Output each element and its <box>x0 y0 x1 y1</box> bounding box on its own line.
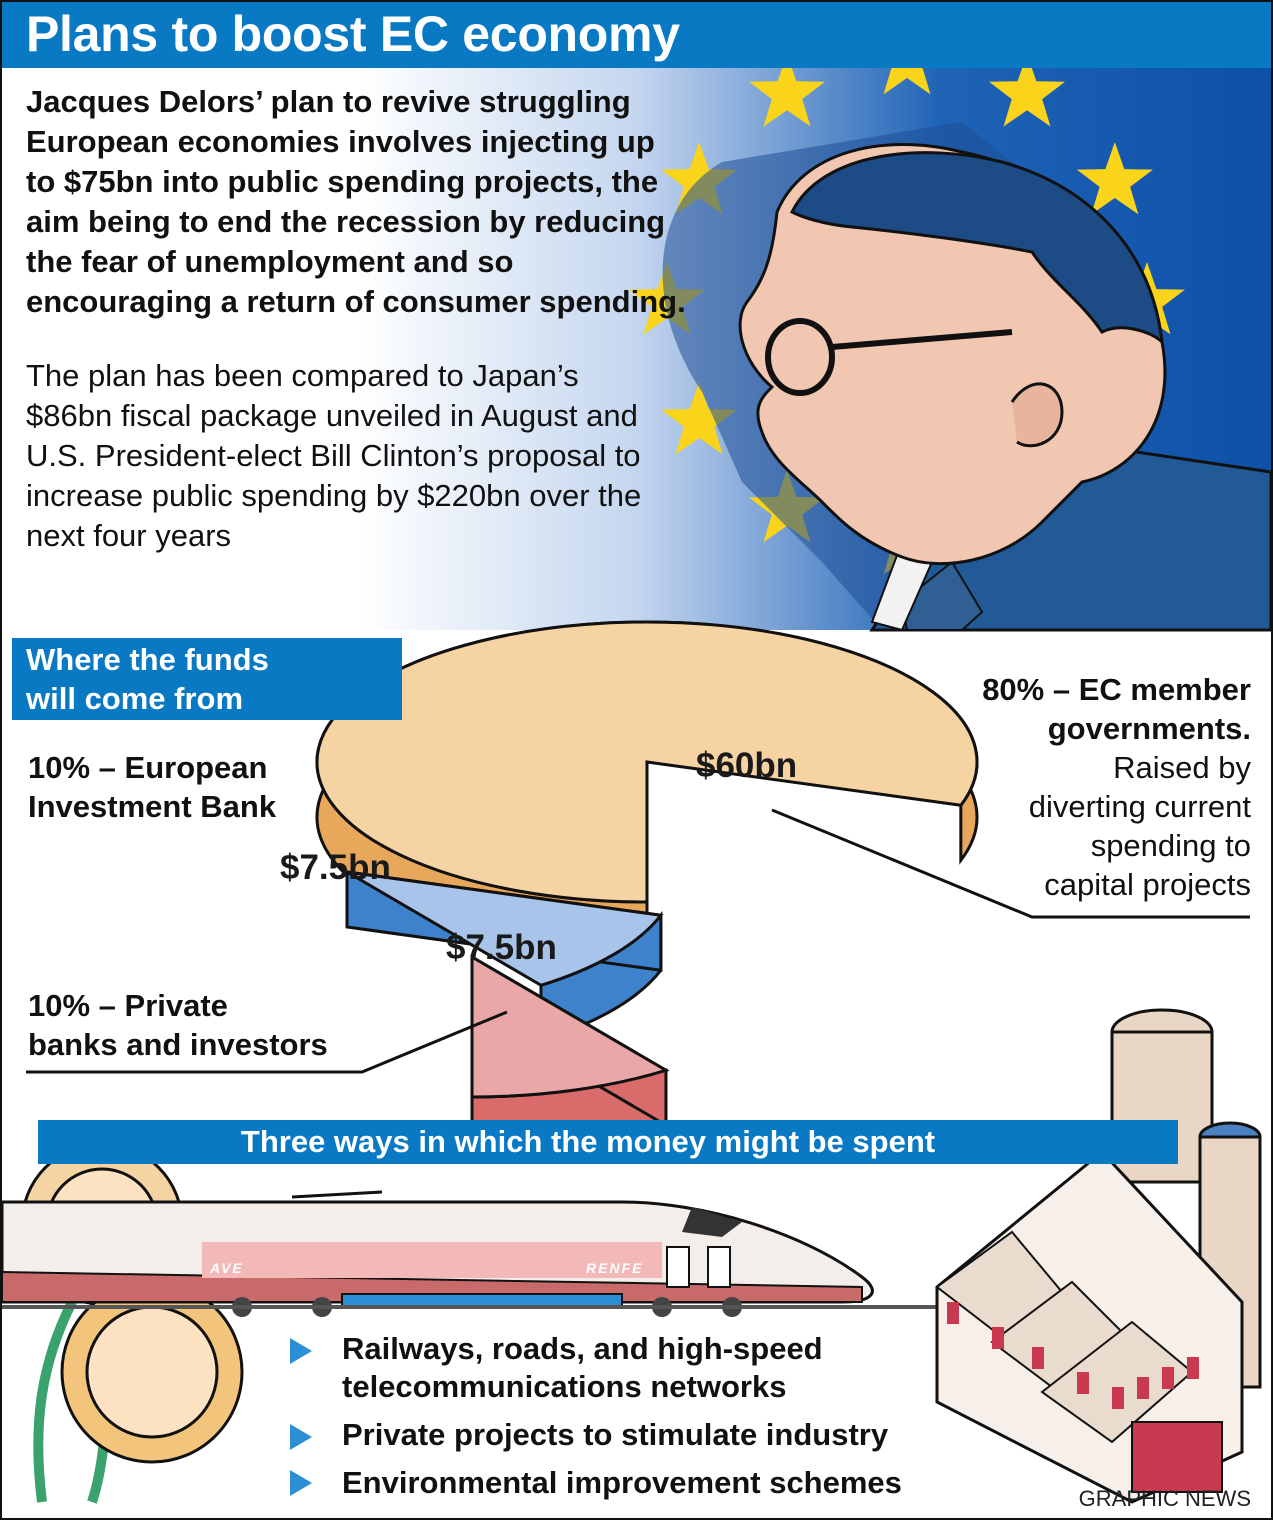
private-annotation-line2: banks and investors <box>28 1027 328 1062</box>
train-illustration <box>2 1190 962 1317</box>
ec-annotation-title: 80% – EC member governments. <box>851 670 1251 748</box>
intro-body: The plan has been compared to Japan’s $8… <box>26 358 642 553</box>
pie-slice-0 <box>315 620 979 904</box>
title-bar <box>2 2 1271 68</box>
slice-value-private: $7.5bn <box>446 928 557 967</box>
way-item-private-projects: Private projects to stimulate industry <box>342 1417 889 1452</box>
star-icon <box>989 54 1065 127</box>
private-annotation: 10% – Private banks and investors <box>28 986 388 1064</box>
ec-annotation-line1: 80% – EC member <box>982 672 1251 707</box>
portrait-illustration <box>662 122 1271 632</box>
ways-heading: Three ways in which the money might be s… <box>38 1120 1138 1164</box>
ec-detail-line: spending to <box>1090 828 1251 863</box>
flower-illustration <box>20 1142 244 1504</box>
slice-value-eib: $7.5bn <box>280 848 391 887</box>
slice-value-ec: $60bn <box>696 746 798 785</box>
way-item-railways: Railways, roads, and high-speed telecomm… <box>342 1331 823 1404</box>
bullet-arrow-icon <box>290 1338 312 1364</box>
funds-heading-line2: will come from <box>26 681 244 716</box>
funds-heading-line1: Where the funds <box>26 642 269 677</box>
private-annotation-line1: 10% – Private <box>28 988 228 1023</box>
bullet-arrow-icon <box>290 1470 312 1496</box>
page-title: Plans to boost EC economy <box>26 6 680 62</box>
train-label-right: RENFE <box>586 1260 644 1276</box>
funds-heading: Where the funds will come from <box>12 638 402 720</box>
ec-detail-line: diverting current <box>1028 789 1251 824</box>
factory-illustration <box>935 1008 1262 1504</box>
pie-slice-1 <box>346 870 664 987</box>
funding-pie-chart <box>315 620 979 1154</box>
ec-annotation-line2: governments. <box>1047 711 1251 746</box>
star-icon <box>661 142 738 215</box>
ec-leader-line <box>771 808 1250 919</box>
eib-annotation-line1: 10% – European <box>28 750 268 785</box>
pie-slice-2 <box>470 954 670 1099</box>
credit-text: GRAPHIC NEWS <box>1078 1486 1251 1511</box>
star-icon <box>661 382 738 455</box>
way-item-environment: Environmental improvement schemes <box>342 1465 902 1500</box>
star-icon <box>1076 142 1153 215</box>
ec-annotation-detail: Raised by diverting current spending to … <box>951 748 1251 904</box>
eib-annotation-line2: Investment Bank <box>28 789 277 824</box>
eib-annotation: 10% – European Investment Bank <box>28 748 348 826</box>
intro-lead: Jacques Delors’ plan to revive strugglin… <box>26 84 686 319</box>
train-label-left: AVE <box>210 1260 244 1276</box>
bullet-arrow-icon <box>290 1424 312 1450</box>
ec-detail-line: capital projects <box>1044 867 1251 902</box>
private-leader-line <box>26 1010 508 1074</box>
ec-detail-line: Raised by <box>1113 750 1251 785</box>
star-icon <box>749 54 825 127</box>
